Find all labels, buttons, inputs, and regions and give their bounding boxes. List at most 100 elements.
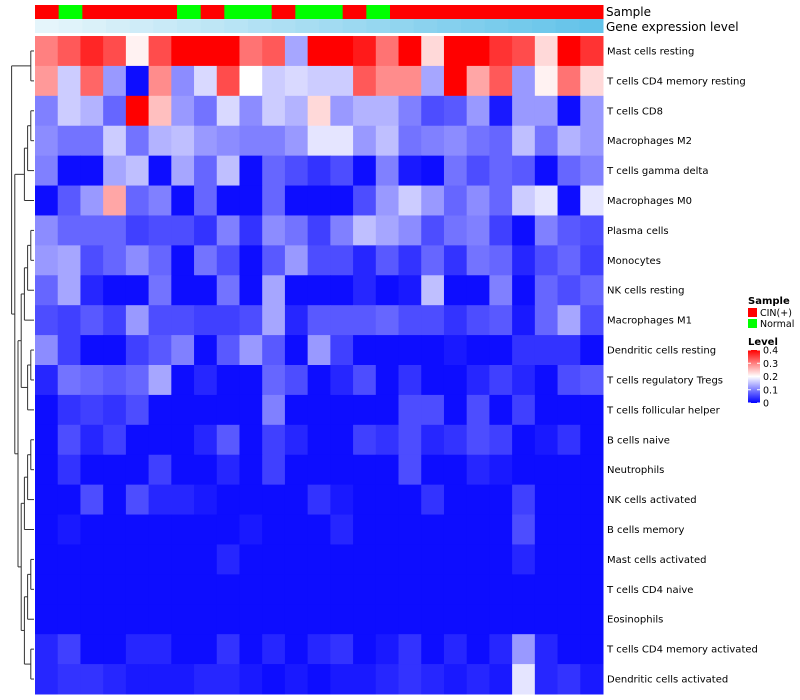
heatmap-cell-r18-c6 (148, 544, 172, 575)
heatmap-cell-r11-c13 (307, 335, 331, 366)
heatmap-cell-r9-c14 (330, 275, 354, 306)
heatmap-cell-r3-c18 (421, 95, 445, 127)
heatmap-cell-r10-c13 (307, 305, 331, 336)
heatmap-cell-r12-c20 (466, 365, 490, 396)
heatmap-cell-r22-c10 (239, 664, 263, 695)
heatmap-cell-r2-c15 (353, 65, 377, 97)
heatmap-cell-r5-c21 (489, 155, 513, 187)
heatmap-cell-r17-c1 (35, 514, 59, 545)
heatmap-cell-r7-c3 (80, 215, 104, 246)
heatmap-cell-r2-c11 (262, 65, 286, 97)
heatmap-cell-r2-c12 (284, 65, 309, 97)
heatmap-cell-r8-c16 (375, 245, 400, 276)
heatmap-cell-r17-c12 (284, 514, 309, 545)
heatmap-cell-r4-c19 (443, 125, 468, 157)
sample-cell-5 (129, 5, 154, 19)
heatmap-cell-r6-c2 (57, 185, 81, 216)
level-cell-12 (295, 19, 320, 33)
level-cell-1 (35, 19, 60, 33)
heatmap-cell-r12-c16 (375, 365, 400, 396)
heatmap-cell-r12-c13 (307, 365, 331, 396)
sample-cell-1 (35, 5, 60, 19)
heatmap-cell-r21-c8 (194, 634, 218, 665)
heatmap-cell-r20-c3 (80, 604, 104, 635)
heatmap-cell-r22-c4 (103, 664, 127, 695)
heatmap-cell-r5-c11 (262, 155, 286, 187)
heatmap-cell-r2-c7 (171, 65, 195, 97)
heatmap-cell-r18-c20 (466, 544, 490, 575)
heatmap-cell-r18-c4 (103, 544, 127, 575)
heatmap-cell-r9-c12 (284, 275, 309, 306)
heatmap-cell-r8-c6 (148, 245, 172, 276)
row-labels: Mast cells resting T cells CD4 memory res… (606, 46, 758, 685)
heatmap-cell-r16-c7 (171, 484, 195, 516)
heatmap-cell-r7-c7 (171, 215, 195, 246)
heatmap-cell-r14-c25 (580, 424, 604, 456)
heatmap-cell-r16-c12 (284, 484, 309, 516)
heatmap-cell-r2-c25 (580, 65, 604, 97)
heatmap-cell-r4-c17 (398, 125, 422, 157)
heatmap-cell-r13-c3 (80, 394, 104, 426)
heatmap-cell-r6-c20 (466, 185, 490, 216)
heatmap-cell-r4-c4 (103, 125, 127, 157)
heatmap-cell-r18-c8 (194, 544, 218, 575)
heatmap-cell-r15-c1 (35, 454, 59, 486)
heatmap-cell-r6-c1 (35, 185, 59, 216)
heatmap-cell-r9-c10 (239, 275, 263, 306)
level-cell-21 (508, 19, 533, 33)
heatmap-cell-r11-c4 (103, 335, 127, 366)
heatmap-cell-r6-c14 (330, 185, 354, 216)
heatmap-cell-r16-c25 (580, 484, 604, 516)
heatmap-cell-r16-c13 (307, 484, 331, 516)
heatmap-cell-r4-c16 (375, 125, 400, 157)
heatmap-cell-r6-c3 (80, 185, 104, 216)
heatmap-cell-r18-c18 (421, 544, 445, 575)
heatmap-cell-r1-c4 (103, 36, 127, 67)
heatmap-cell-r5-c3 (80, 155, 104, 187)
heatmap-cell-r12-c24 (557, 365, 581, 396)
sample-cell-10 (248, 5, 273, 19)
heatmap-cell-r20-c13 (307, 604, 331, 635)
heatmap-cell-r13-c2 (57, 394, 81, 426)
row-label-6: Macrophages M0 (607, 196, 692, 207)
heatmap-cell-r19-c17 (398, 574, 422, 605)
heatmap-cell-r15-c16 (375, 454, 400, 486)
heatmap-cell-r22-c18 (421, 664, 445, 695)
heatmap-cell-r10-c4 (103, 305, 127, 336)
heatmap-cell-r9-c21 (489, 275, 513, 306)
heatmap-cell-r14-c19 (443, 424, 468, 456)
heatmap-cell-r19-c4 (103, 574, 127, 605)
heatmap-cell-r9-c22 (512, 275, 536, 306)
heatmap-cell-r5-c7 (171, 155, 195, 187)
heatmap-cell-r2-c18 (421, 65, 445, 97)
row-label-10: Macrophages M1 (607, 316, 692, 327)
heatmap-cell-r10-c18 (421, 305, 445, 336)
heatmap-cell-r14-c21 (489, 424, 513, 456)
sample-cell-23 (555, 5, 580, 19)
row-label-16: NK cells activated (607, 495, 697, 506)
heatmap-cell-r17-c18 (421, 514, 445, 545)
heatmap-cell-r19-c16 (375, 574, 400, 605)
heatmap-cell-r16-c4 (103, 484, 127, 516)
heatmap-cell-r2-c2 (57, 65, 81, 97)
heatmap-cell-r2-c16 (375, 65, 400, 97)
heatmap-cell-r21-c12 (284, 634, 309, 665)
heatmap-cell-r15-c25 (580, 454, 604, 486)
heatmap-cell-r21-c3 (80, 634, 104, 665)
heatmap-cell-r21-c14 (330, 634, 354, 665)
heatmap-cell-r2-c6 (148, 65, 172, 97)
heatmap-cell-r15-c21 (489, 454, 513, 486)
heatmap-cell-r19-c1 (35, 574, 59, 605)
level-annotation-title: Gene expression level (606, 20, 739, 34)
heatmap-cell-r10-c12 (284, 305, 309, 336)
heatmap-cell-r13-c5 (125, 394, 150, 426)
heatmap-cell-r3-c16 (375, 95, 400, 127)
row-label-13: T cells follicular helper (606, 405, 721, 416)
sample-annotation-title: Sample (606, 5, 651, 19)
heatmap-cell-r2-c14 (330, 65, 354, 97)
heatmap-cell-r21-c10 (239, 634, 263, 665)
heatmap-cell-r9-c18 (421, 275, 445, 306)
heatmap-cell-r19-c6 (148, 574, 172, 605)
heatmap-cell-r21-c1 (35, 634, 59, 665)
heatmap-cell-r1-c9 (216, 36, 240, 67)
